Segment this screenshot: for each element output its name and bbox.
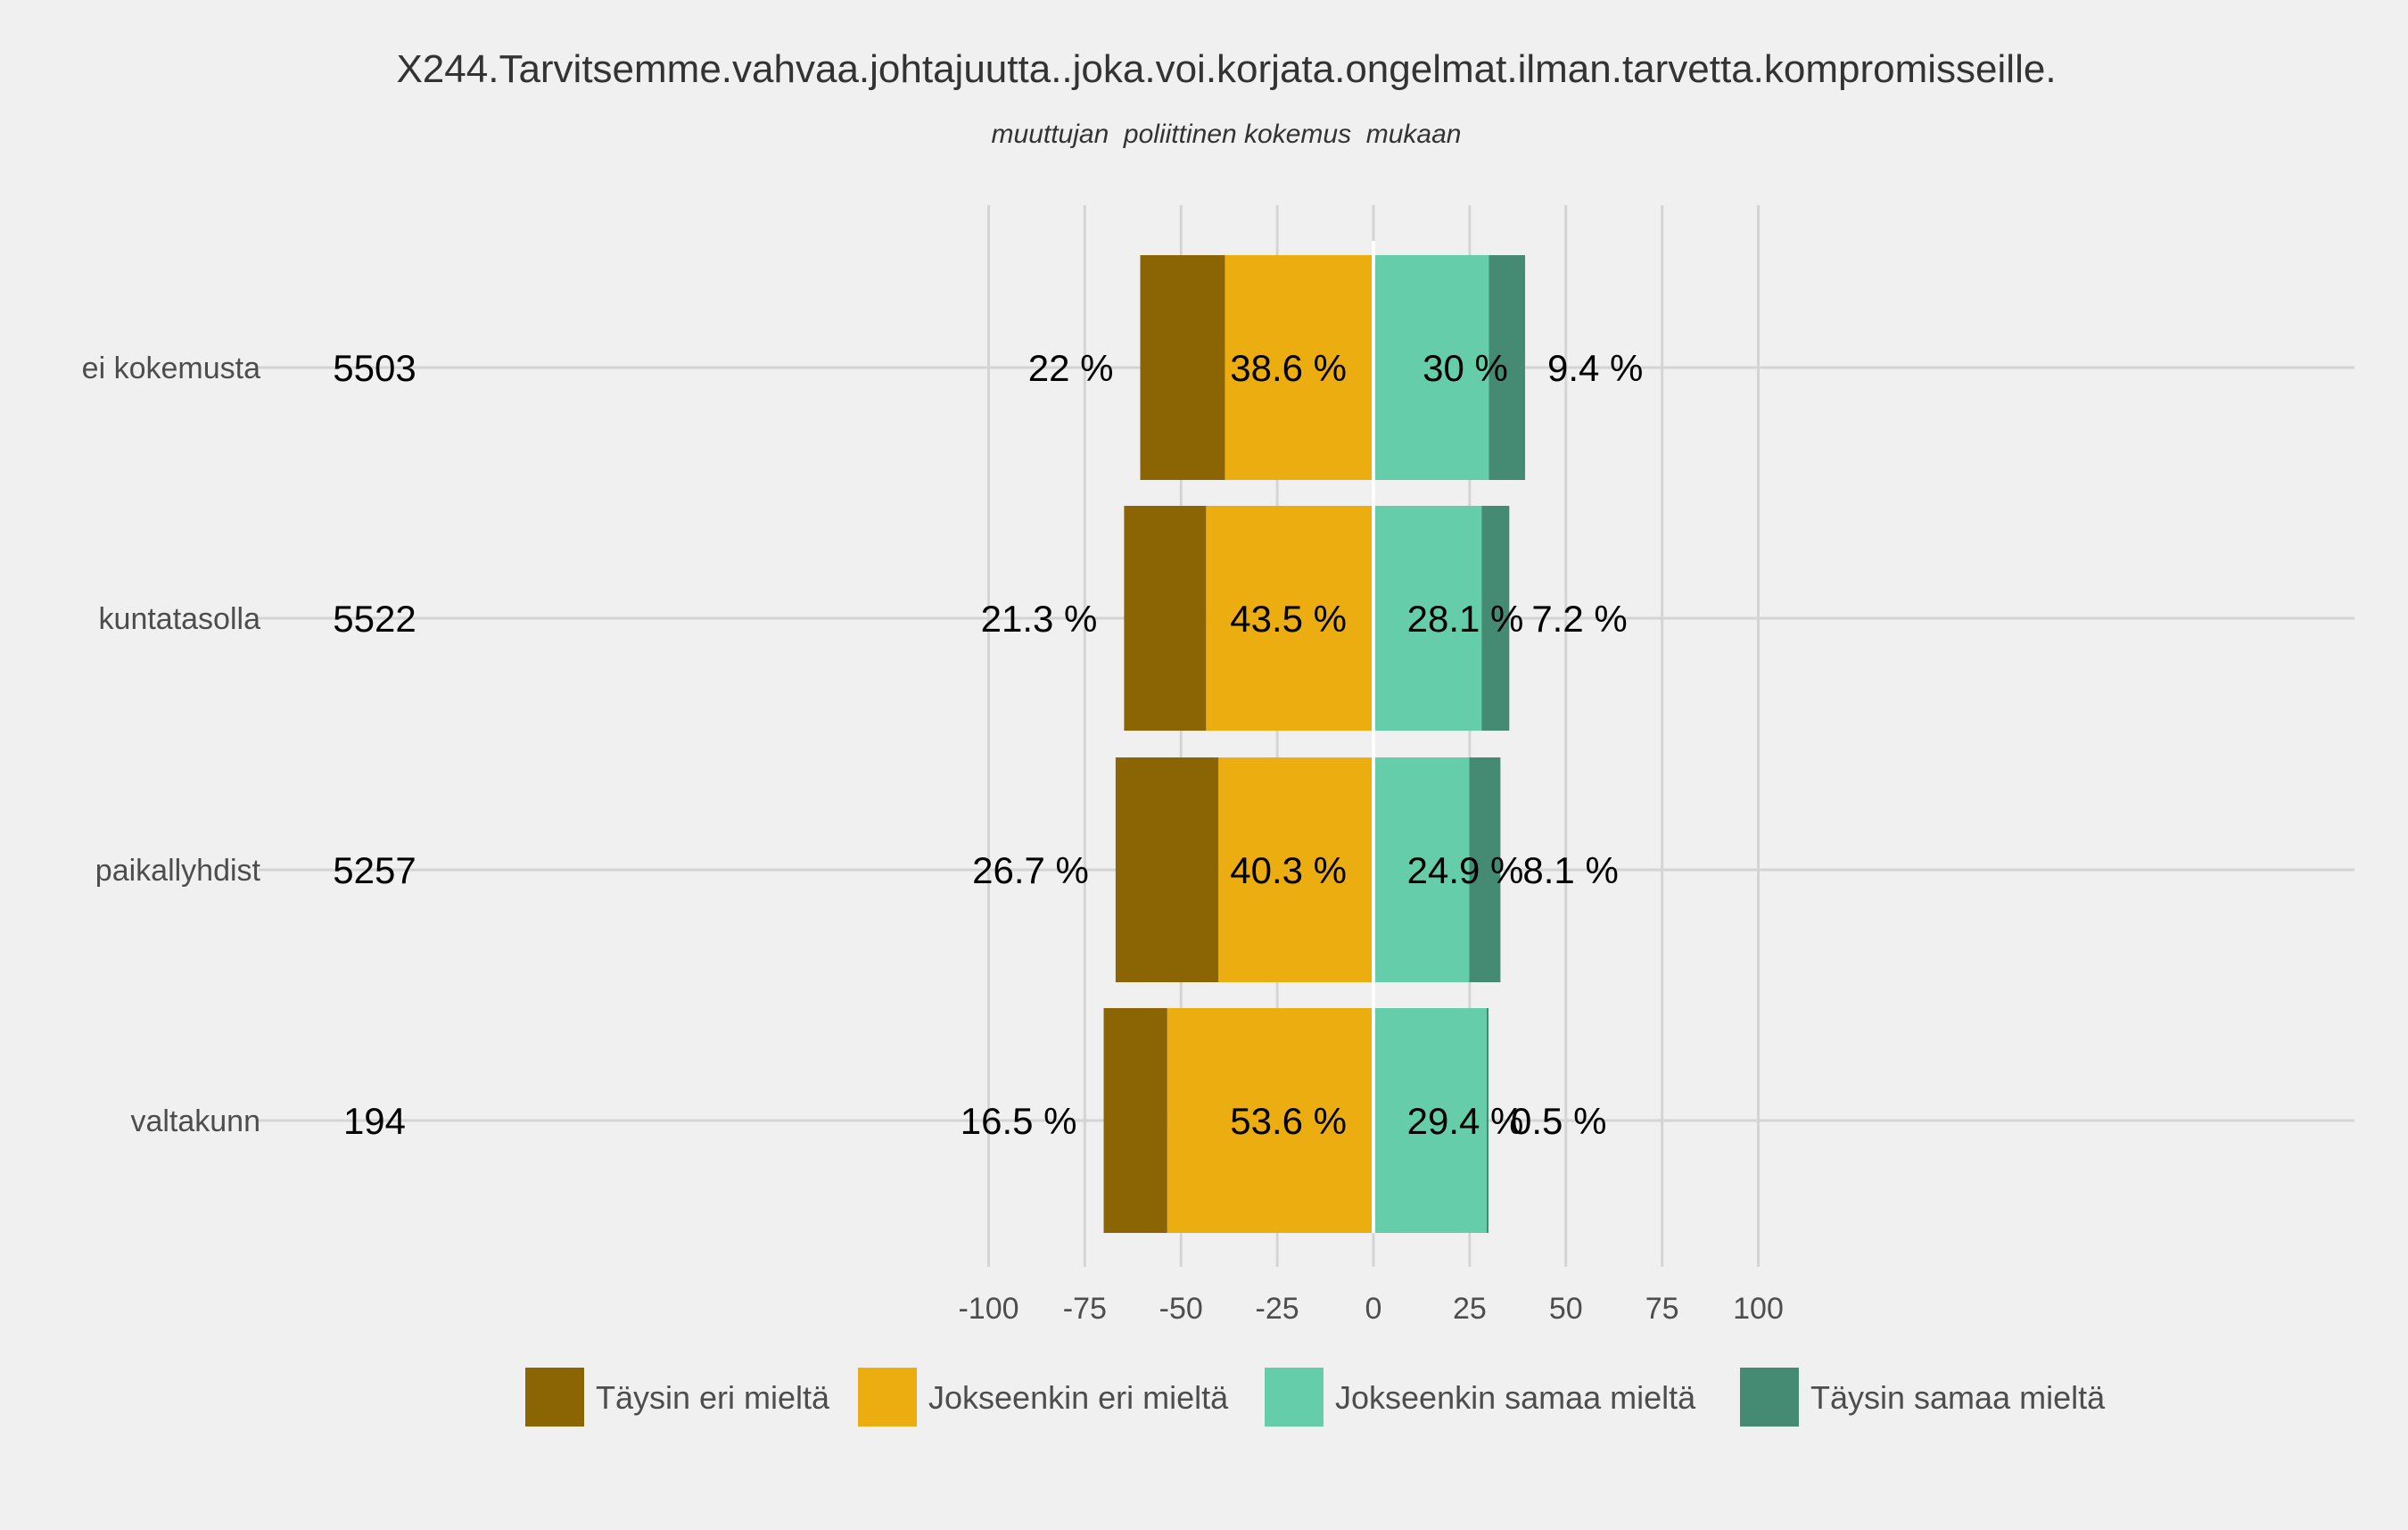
value-label: 22 % xyxy=(1028,347,1114,389)
value-label: 40.3 % xyxy=(1230,849,1347,891)
count-label: 5503 xyxy=(333,347,416,389)
legend-key xyxy=(525,1368,584,1427)
legend-key xyxy=(858,1368,917,1427)
count-label: 5522 xyxy=(333,598,416,640)
legend-key xyxy=(1265,1368,1324,1427)
y-category-label: paikallyhdist xyxy=(95,854,261,888)
y-category-label: ei kokemusta xyxy=(82,351,260,385)
bars-layer xyxy=(1103,241,1526,1233)
bar-segment xyxy=(1140,255,1225,480)
bar-segment xyxy=(1486,1008,1489,1233)
value-label: 26.7 % xyxy=(972,849,1089,891)
bar-segment xyxy=(1103,1008,1167,1233)
x-tick-label: 25 xyxy=(1453,1292,1487,1326)
value-label: 24.9 % xyxy=(1407,849,1524,891)
x-tick-label: -100 xyxy=(958,1292,1018,1326)
value-label: 9.4 % xyxy=(1547,347,1643,389)
legend-label: Täysin samaa mieltä xyxy=(1810,1379,2106,1416)
legend: Täysin eri mieltä Jokseenkin eri mieltä Jo… xyxy=(525,1368,2106,1427)
bar-segment xyxy=(1218,757,1373,982)
value-label: 29.4 % xyxy=(1407,1100,1524,1142)
bar-segment xyxy=(1481,506,1510,731)
bar-segment xyxy=(1469,757,1501,982)
value-label: 30 % xyxy=(1423,347,1508,389)
count-label: 194 xyxy=(343,1100,406,1142)
value-label: 38.6 % xyxy=(1230,347,1347,389)
y-category-label: valtakunn xyxy=(130,1104,260,1138)
x-tick-label: 50 xyxy=(1549,1292,1583,1326)
bar-segment xyxy=(1225,255,1373,480)
bar-segment xyxy=(1115,757,1219,982)
bar-segment xyxy=(1373,506,1482,731)
legend-label: Täysin eri mieltä xyxy=(596,1379,830,1416)
x-tick-label: -25 xyxy=(1256,1292,1299,1326)
value-label: 43.5 % xyxy=(1230,598,1347,640)
chart-title: X244.Tarvitsemme.vahvaa.johtajuutta..jok… xyxy=(396,47,2056,91)
value-label: 53.6 % xyxy=(1230,1100,1347,1142)
count-label: 5257 xyxy=(333,849,416,891)
value-label: 16.5 % xyxy=(961,1100,1077,1142)
bar-segment xyxy=(1373,255,1489,480)
value-label: 28.1 % xyxy=(1407,598,1524,640)
legend-key xyxy=(1740,1368,1799,1427)
bar-segment xyxy=(1489,255,1526,480)
chart-subtitle: muuttujan poliittinen kokemus mukaan xyxy=(992,120,1462,149)
legend-label: Jokseenkin eri mieltä xyxy=(928,1379,1229,1416)
bar-segment xyxy=(1167,1008,1373,1233)
value-label: 21.3 % xyxy=(981,598,1098,640)
x-tick-label: 100 xyxy=(1733,1292,1784,1326)
bar-segment xyxy=(1206,506,1373,731)
value-label: 7.2 % xyxy=(1531,598,1627,640)
x-tick-label: 75 xyxy=(1645,1292,1679,1326)
labels-layer: ei kokemusta 5503 22 % 38.6 % 30 % 9.4 % kunta… xyxy=(82,347,1644,1142)
x-tick-label: 0 xyxy=(1365,1292,1382,1326)
axis-layer: -100 -75 -50 -25 0 25 50 75 100 xyxy=(958,1292,1783,1326)
value-label: 8.1 % xyxy=(1522,849,1618,891)
bar-segment xyxy=(1124,506,1207,731)
value-label: 0.5 % xyxy=(1511,1100,1606,1142)
legend-label: Jokseenkin samaa mieltä xyxy=(1335,1379,1696,1416)
bar-segment xyxy=(1373,757,1470,982)
bar-segment xyxy=(1373,1008,1487,1233)
x-tick-label: -50 xyxy=(1159,1292,1203,1326)
y-category-label: kuntatasolla xyxy=(99,602,261,636)
x-tick-label: -75 xyxy=(1063,1292,1107,1326)
